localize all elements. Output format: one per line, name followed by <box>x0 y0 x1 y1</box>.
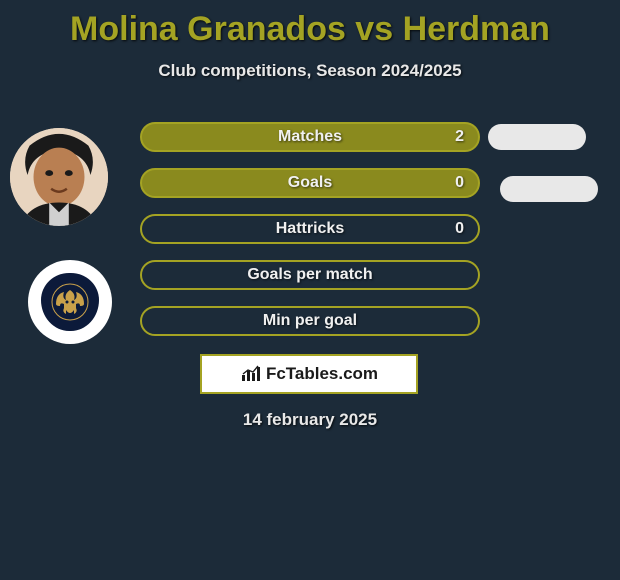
stat-bar-label: Min per goal <box>263 312 357 330</box>
stat-bar-label: Hattricks <box>276 220 344 238</box>
stat-bar-value: 0 <box>455 174 464 192</box>
subtitle: Club competitions, Season 2024/2025 <box>0 61 620 81</box>
date-label: 14 february 2025 <box>0 410 620 430</box>
stat-bar-label: Goals per match <box>247 266 372 284</box>
stat-bar-label: Matches <box>278 128 342 146</box>
stat-bars: Matches 2 Goals 0 Hattricks 0 Goals per match M… <box>140 122 480 352</box>
stat-bar: Matches 2 <box>140 122 480 152</box>
logo-text: FcTables.com <box>266 364 378 384</box>
stat-bar-label: Goals <box>288 174 332 192</box>
stat-bar-value: 2 <box>455 128 464 146</box>
stat-bar: Goals per match <box>140 260 480 290</box>
stat-bar: Hattricks 0 <box>140 214 480 244</box>
stat-bar-value: 0 <box>455 220 464 238</box>
side-pill-1 <box>488 124 586 150</box>
stat-bar: Goals 0 <box>140 168 480 198</box>
fctables-logo: FcTables.com <box>200 354 418 394</box>
player-avatar <box>10 128 108 226</box>
bars-chart-icon <box>240 365 262 383</box>
stat-bar: Min per goal <box>140 306 480 336</box>
page-title: Molina Granados vs Herdman <box>0 0 620 49</box>
side-pill-2 <box>500 176 598 202</box>
club-badge <box>28 260 112 344</box>
